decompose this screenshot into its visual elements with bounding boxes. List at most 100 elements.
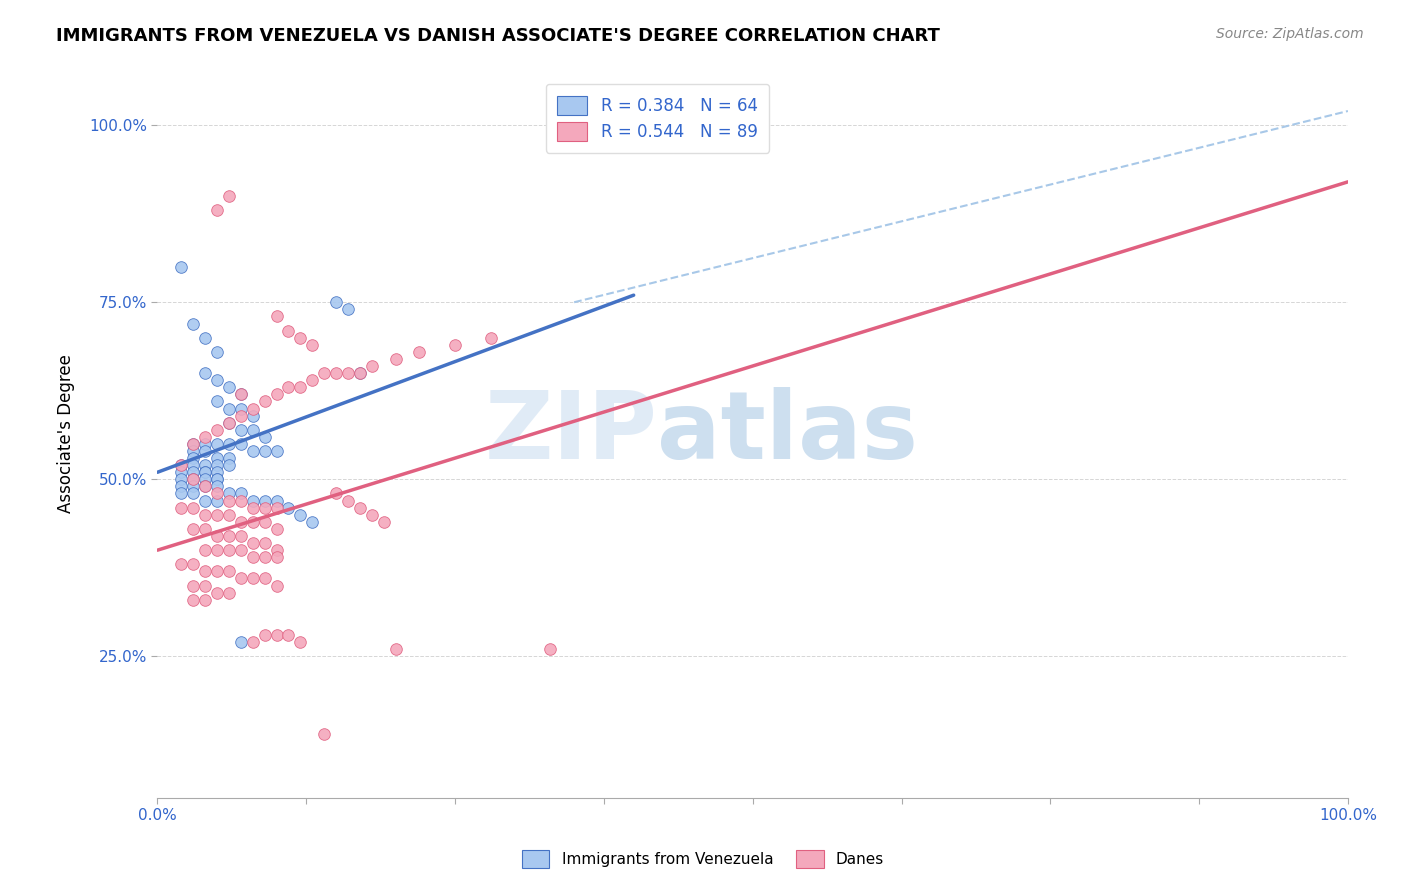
Point — [170, 458, 193, 472]
Text: Source: ZipAtlas.com: Source: ZipAtlas.com — [1216, 27, 1364, 41]
Point — [181, 458, 204, 472]
Point — [218, 416, 240, 430]
Point — [181, 558, 204, 572]
Point — [194, 458, 217, 472]
Point — [170, 260, 193, 274]
Point — [218, 437, 240, 451]
Point — [229, 423, 252, 437]
Point — [301, 373, 323, 387]
Point — [218, 543, 240, 558]
Point — [181, 486, 204, 500]
Point — [229, 572, 252, 586]
Point — [444, 337, 467, 351]
Point — [218, 458, 240, 472]
Point — [194, 465, 217, 479]
Point — [253, 572, 276, 586]
Point — [194, 508, 217, 522]
Text: atlas: atlas — [658, 387, 918, 479]
Point — [205, 585, 228, 599]
Point — [301, 515, 323, 529]
Point — [194, 522, 217, 536]
Point — [253, 628, 276, 642]
Point — [384, 642, 406, 657]
Point — [205, 437, 228, 451]
Point — [325, 295, 347, 310]
Point — [290, 331, 312, 345]
Point — [170, 486, 193, 500]
Point — [205, 529, 228, 543]
Point — [218, 529, 240, 543]
Point — [194, 592, 217, 607]
Point — [194, 366, 217, 380]
Point — [170, 479, 193, 493]
Point — [229, 387, 252, 401]
Point — [194, 479, 217, 493]
Point — [277, 500, 299, 515]
Point — [266, 543, 288, 558]
Legend: Immigrants from Venezuela, Danes: Immigrants from Venezuela, Danes — [515, 843, 891, 875]
Point — [194, 444, 217, 458]
Point — [170, 465, 193, 479]
Point — [349, 366, 371, 380]
Point — [266, 444, 288, 458]
Point — [218, 508, 240, 522]
Point — [205, 203, 228, 218]
Point — [360, 508, 382, 522]
Point — [266, 500, 288, 515]
Point — [218, 493, 240, 508]
Point — [242, 444, 264, 458]
Point — [205, 423, 228, 437]
Point — [205, 565, 228, 579]
Point — [229, 635, 252, 649]
Point — [194, 430, 217, 444]
Point — [181, 522, 204, 536]
Point — [242, 409, 264, 423]
Point — [242, 493, 264, 508]
Point — [218, 486, 240, 500]
Point — [242, 536, 264, 550]
Point — [218, 401, 240, 416]
Point — [314, 366, 336, 380]
Point — [181, 465, 204, 479]
Point — [181, 500, 204, 515]
Point — [205, 472, 228, 486]
Point — [242, 515, 264, 529]
Point — [253, 515, 276, 529]
Point — [229, 437, 252, 451]
Point — [242, 550, 264, 565]
Point — [229, 493, 252, 508]
Point — [194, 437, 217, 451]
Point — [253, 536, 276, 550]
Point — [194, 472, 217, 486]
Point — [205, 486, 228, 500]
Point — [205, 373, 228, 387]
Point — [229, 409, 252, 423]
Point — [325, 486, 347, 500]
Point — [314, 727, 336, 741]
Point — [325, 366, 347, 380]
Point — [194, 565, 217, 579]
Point — [277, 324, 299, 338]
Point — [229, 387, 252, 401]
Point — [408, 344, 430, 359]
Point — [205, 508, 228, 522]
Point — [205, 458, 228, 472]
Point — [170, 558, 193, 572]
Point — [301, 337, 323, 351]
Point — [181, 317, 204, 331]
Point — [242, 423, 264, 437]
Point — [290, 380, 312, 394]
Point — [205, 543, 228, 558]
Point — [242, 401, 264, 416]
Point — [205, 465, 228, 479]
Point — [290, 508, 312, 522]
Point — [194, 331, 217, 345]
Point — [229, 529, 252, 543]
Point — [181, 437, 204, 451]
Point — [170, 500, 193, 515]
Point — [253, 394, 276, 409]
Point — [205, 344, 228, 359]
Point — [266, 522, 288, 536]
Point — [218, 585, 240, 599]
Point — [181, 578, 204, 592]
